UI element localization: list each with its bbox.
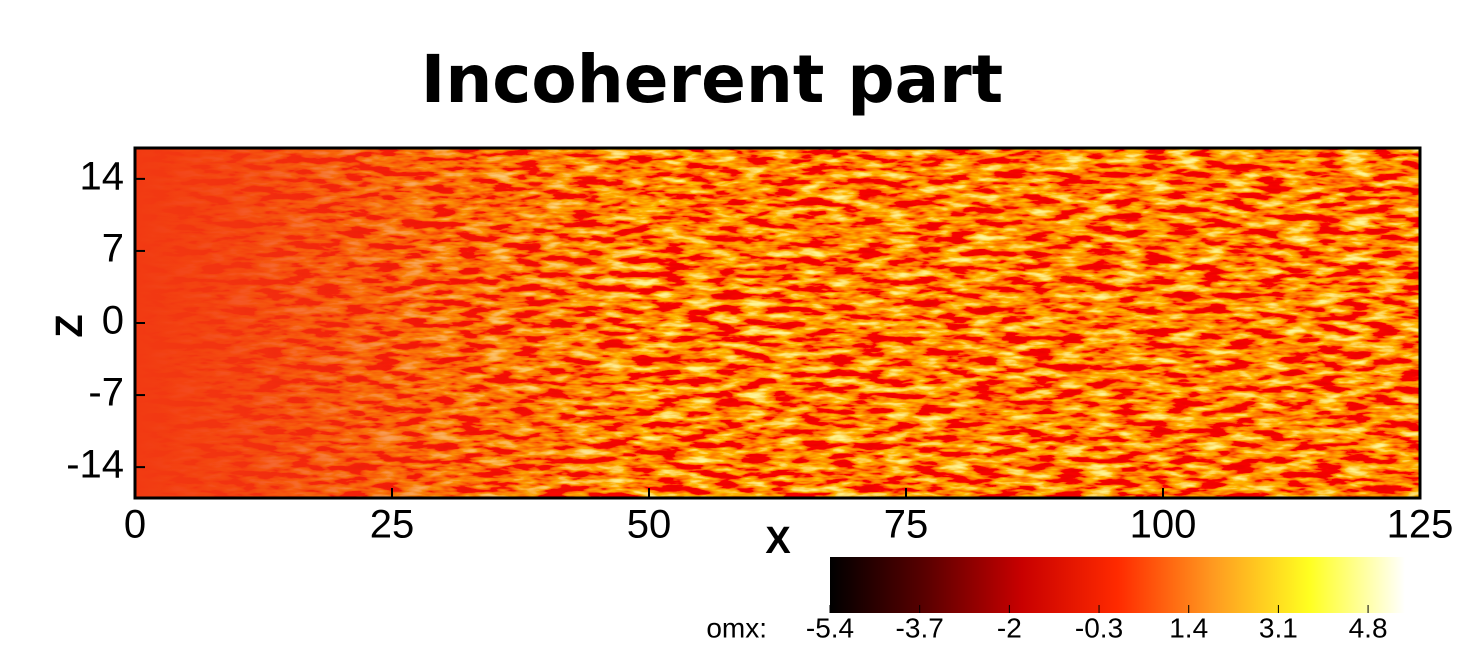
x-tick-label: 100 <box>1130 503 1197 547</box>
colorbar-tick-label: -5.4 <box>806 612 854 643</box>
x-tick-label: 125 <box>1387 503 1454 547</box>
x-tick-label: 50 <box>627 503 672 547</box>
x-axis-label: X <box>765 520 791 562</box>
colorbar <box>830 557 1405 613</box>
y-tick-label: 14 <box>80 154 125 198</box>
colorbar-tick-label: 4.8 <box>1349 612 1388 643</box>
x-tick-label: 75 <box>884 503 929 547</box>
colorbar-tick-label: -3.7 <box>896 612 944 643</box>
x-tick-label: 0 <box>124 503 146 547</box>
colorbar-tick-label: -0.3 <box>1075 612 1123 643</box>
y-tick-label: 7 <box>102 227 124 271</box>
y-tick-label: -14 <box>66 443 124 487</box>
colorbar-tick-label: 1.4 <box>1169 612 1208 643</box>
colorbar-tick-label: -2 <box>997 612 1022 643</box>
colorbar-tick-label: 3.1 <box>1259 612 1298 643</box>
field-smooth <box>135 148 1420 498</box>
chart-title: Incoherent part <box>421 41 1003 118</box>
y-tick-label: -7 <box>88 371 124 415</box>
y-axis-label: Z <box>49 314 91 337</box>
x-tick-label: 25 <box>370 503 415 547</box>
y-tick-label: 0 <box>102 299 124 343</box>
colorbar-label: omx: <box>706 612 767 643</box>
